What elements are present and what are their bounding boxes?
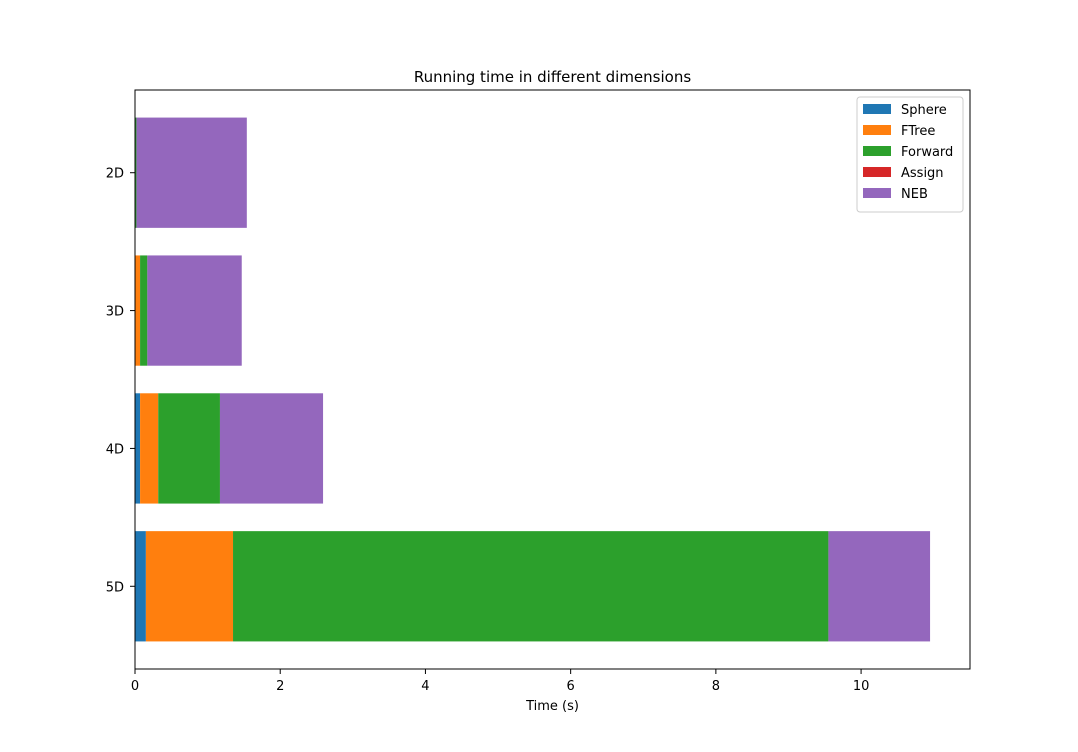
legend-label-ftree: FTree [901,124,935,139]
bar-forward-3d [140,255,148,366]
bar-forward-4d [158,393,220,504]
x-tick-label: 8 [712,679,720,694]
bar-sphere-4d [135,393,141,504]
legend-swatch-sphere [863,104,891,114]
bar-neb-2d [136,117,247,228]
legend-label-forward: Forward [901,145,953,160]
x-tick-label: 10 [853,679,870,694]
legend-label-neb: NEB [901,187,928,202]
legend: Sphere FTree Forward Assign NEB [856,96,964,213]
legend-swatch-forward [863,146,891,156]
bars-layer [135,117,931,642]
bar-ftree-4d [140,393,159,504]
y-tick-label: 5D [106,580,124,595]
legend-swatch-ftree [863,125,891,135]
bar-neb-3d [147,255,242,366]
legend-label-sphere: Sphere [901,103,947,118]
x-tick-label: 4 [421,679,429,694]
x-tick-label: 6 [567,679,575,694]
bar-sphere-5d [135,531,146,642]
bar-ftree-3d [135,255,141,366]
x-tick-label: 2 [276,679,284,694]
bar-neb-4d [219,393,324,504]
x-axis-label: Time (s) [525,699,579,714]
y-tick-label: 4D [106,442,124,457]
plot-frame [134,89,971,670]
y-axis-ticks: 2D 3D 4D 5D [106,167,135,595]
legend-label-assign: Assign [901,166,944,181]
bar-forward-5d [233,531,829,642]
x-axis-ticks: 0 2 4 6 8 10 [131,669,870,694]
x-tick-label: 0 [131,679,139,694]
y-tick-label: 3D [106,305,124,320]
bar-forward-2d [135,117,137,228]
legend-swatch-assign [863,167,891,177]
bar-ftree-5d [145,531,234,642]
bar-neb-5d [828,531,931,642]
y-tick-label: 2D [106,167,124,182]
chart-title: Running time in different dimensions [414,68,692,86]
legend-swatch-neb [863,188,891,198]
